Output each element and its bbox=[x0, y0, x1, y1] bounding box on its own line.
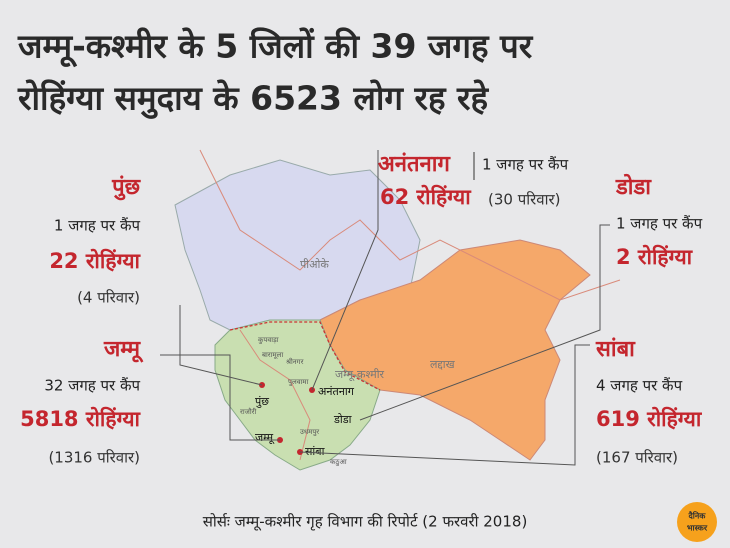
logo-text: भास्कर bbox=[687, 524, 708, 533]
river bbox=[199, 149, 621, 301]
minor-place: उधमपुर bbox=[300, 428, 319, 436]
logo-text: दैनिक bbox=[688, 511, 707, 521]
district-camps: 4 जगह पर कैंप bbox=[596, 377, 683, 395]
district-callout: अनंतनाग 1 जगह पर कैंप 62 रोहिंग्या (30 प… bbox=[378, 152, 569, 209]
title-line: जम्मू-कश्मीर के 5 जिलों की 39 जगह पर bbox=[17, 27, 534, 68]
minor-place: श्रीनगर bbox=[286, 357, 304, 366]
leader-line bbox=[359, 224, 610, 421]
ladakh-region bbox=[319, 239, 591, 461]
district-name: पुंछ bbox=[111, 175, 141, 201]
district-name: डोडा bbox=[615, 173, 652, 200]
place-label: पुंछ bbox=[255, 395, 269, 408]
district-callout: डोडा 1 जगह पर कैंप 2 रोहिंग्या bbox=[615, 173, 703, 269]
leader-lines bbox=[160, 150, 610, 466]
district-people: 619 रोहिंग्या bbox=[596, 406, 703, 431]
district-families: (1316 परिवार) bbox=[48, 449, 140, 467]
minor-place: कठुआ bbox=[330, 458, 347, 466]
district-people: 5818 रोहिंग्या bbox=[20, 406, 141, 431]
district-camps: 32 जगह पर कैंप bbox=[44, 377, 140, 395]
district-camps: 1 जगह पर कैंप bbox=[616, 215, 703, 233]
minor-place: पुलवामा bbox=[288, 378, 309, 386]
source: सोर्सः जम्मू-कश्मीर गृह विभाग की रिपोर्ट… bbox=[203, 513, 528, 532]
minor-place: राजौरी bbox=[240, 407, 257, 416]
logo: दैनिक भास्कर bbox=[677, 502, 717, 542]
place-label: डोडा bbox=[333, 413, 352, 426]
district-callout: सांबा 4 जगह पर कैंप 619 रोहिंग्या (167 प… bbox=[595, 337, 703, 467]
district-families: (30 परिवार) bbox=[488, 191, 560, 209]
district-callout: जम्मू 32 जगह पर कैंप 5818 रोहिंग्या (131… bbox=[20, 337, 144, 467]
region-label: जम्मू-कश्मीर bbox=[335, 368, 385, 382]
district-families: (167 परिवार) bbox=[596, 449, 678, 467]
logo-circle bbox=[677, 502, 717, 542]
district-name: अनंतनाग bbox=[378, 152, 451, 177]
district-people: 22 रोहिंग्या bbox=[49, 248, 141, 273]
map: पीओके लद्दाख जम्मू-कश्मीर पुंछ अनंतनाग ड… bbox=[174, 149, 621, 471]
place-label: जम्मू bbox=[255, 431, 275, 445]
minor-place: बारामूला bbox=[262, 351, 283, 359]
leader-line bbox=[311, 150, 379, 391]
leader-line bbox=[179, 305, 263, 386]
district-people: 62 रोहिंग्या bbox=[380, 184, 472, 209]
district-callout: पुंछ 1 जगह पर कैंप 22 रोहिंग्या (4 परिवा… bbox=[49, 175, 141, 307]
region-label: लद्दाख bbox=[430, 358, 456, 371]
minor-place: कुपवाड़ा bbox=[258, 336, 279, 344]
district-families: (4 परिवार) bbox=[77, 289, 140, 307]
leader-line bbox=[299, 344, 590, 466]
leader-line bbox=[160, 354, 280, 441]
title-line: रोहिंग्या समुदाय के 6523 लोग रह रहे bbox=[17, 79, 489, 120]
place-label: अनंतनाग bbox=[318, 385, 355, 398]
place-label: सांबा bbox=[305, 445, 325, 458]
district-name: सांबा bbox=[595, 337, 636, 362]
district-camps: 1 जगह पर कैंप bbox=[482, 156, 569, 174]
district-camps: 1 जगह पर कैंप bbox=[54, 217, 141, 235]
district-people: 2 रोहिंग्या bbox=[616, 244, 694, 269]
district-name: जम्मू bbox=[103, 337, 144, 363]
river bbox=[239, 329, 311, 461]
region-label: पीओके bbox=[300, 258, 329, 271]
